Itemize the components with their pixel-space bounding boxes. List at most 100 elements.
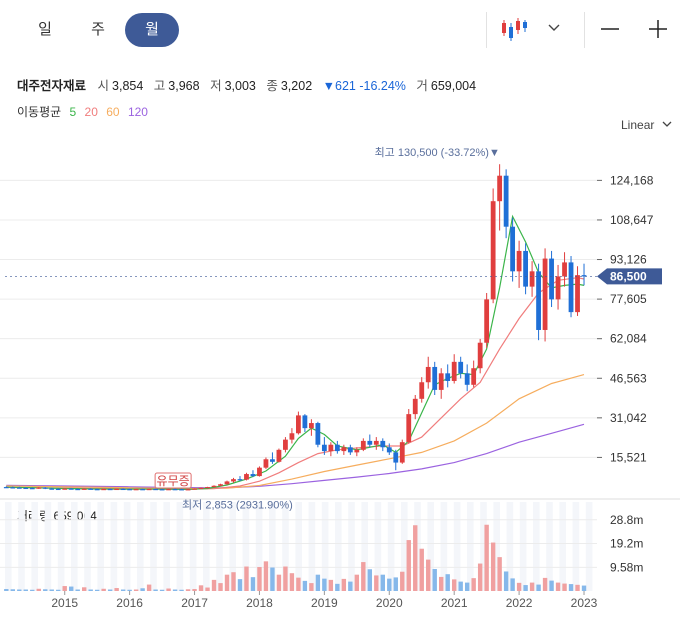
ma-5[interactable]: 5 xyxy=(69,105,77,119)
volume-bar xyxy=(432,568,437,591)
ma-120[interactable]: 120 xyxy=(127,105,148,119)
volume-bar xyxy=(490,542,496,591)
volume-bg-stripe xyxy=(229,502,236,591)
volume-bar xyxy=(133,589,139,591)
volume-bar xyxy=(322,578,327,591)
candle xyxy=(153,488,158,491)
volume-bar xyxy=(426,559,431,591)
candle-body xyxy=(302,415,308,429)
candle xyxy=(29,487,35,490)
volume-bar xyxy=(361,562,366,591)
candle xyxy=(107,488,113,491)
candle-body xyxy=(257,467,262,477)
candle xyxy=(127,488,133,491)
ma20-line xyxy=(6,277,585,490)
volume-tick-label: 28.8m xyxy=(610,513,643,527)
candle xyxy=(477,338,483,374)
stock-name: 대주전자재료 xyxy=(17,79,87,93)
volume-bg-stripe xyxy=(163,502,170,591)
volume-bar xyxy=(43,589,48,591)
candle-body xyxy=(16,487,22,489)
candle-body xyxy=(146,488,152,491)
candlestick-icon[interactable] xyxy=(500,14,528,44)
tab-day[interactable]: 일 xyxy=(38,21,52,38)
volume-tick-label: 19.2m xyxy=(610,537,643,551)
current-price-label: 86,500 xyxy=(610,269,647,283)
volume-bar xyxy=(62,586,67,591)
candle xyxy=(490,188,496,304)
volume-bar xyxy=(276,574,282,591)
volume-bar xyxy=(503,571,509,591)
candle xyxy=(75,488,81,491)
candle xyxy=(3,486,9,489)
ma-60[interactable]: 60 xyxy=(106,105,120,119)
candle-body xyxy=(373,440,379,445)
volume-bar xyxy=(94,589,100,591)
volume-bar xyxy=(309,583,314,591)
zoom-out-icon[interactable] xyxy=(600,14,620,44)
volume-bar xyxy=(464,582,470,591)
zoom-in-icon[interactable] xyxy=(648,14,668,44)
x-tick-label: 2020 xyxy=(376,596,403,610)
candle xyxy=(36,487,42,489)
candle-body xyxy=(36,487,42,489)
volume-bar xyxy=(218,583,223,591)
moving-average-legend: 이동평균 5 20 60 120 xyxy=(17,103,153,120)
volume-bg-stripe xyxy=(374,502,382,591)
candle xyxy=(516,240,522,288)
y-tick-label: 31,042 xyxy=(610,411,647,425)
candle-body xyxy=(270,459,275,462)
candle-body xyxy=(341,447,347,452)
event-annotation: 유무증 xyxy=(157,474,190,488)
candle xyxy=(354,447,360,457)
candle-body xyxy=(490,201,496,300)
volume-bar xyxy=(516,582,522,591)
x-tick-label: 2015 xyxy=(51,596,78,610)
scale-selector[interactable]: Linear xyxy=(621,118,672,132)
tab-week[interactable]: 주 xyxy=(91,21,105,38)
volume-bar xyxy=(484,524,489,591)
candle xyxy=(23,487,29,490)
volume-bar xyxy=(205,587,210,591)
volume-bg-stripe xyxy=(348,502,355,591)
chevron-down-icon xyxy=(662,121,672,127)
candle-body xyxy=(380,440,386,448)
candle-body xyxy=(205,487,210,489)
volume-bar xyxy=(451,579,457,591)
close-value: 3,202 xyxy=(280,79,313,93)
candle-body xyxy=(55,488,61,491)
volume-bar xyxy=(289,573,295,591)
volume-bar xyxy=(107,589,113,591)
volume-bar xyxy=(172,589,178,591)
ma-20[interactable]: 20 xyxy=(84,105,98,119)
volume-bar xyxy=(127,589,132,591)
volume-bg-stripe xyxy=(137,502,144,591)
candle-body xyxy=(471,368,477,385)
candle xyxy=(451,354,457,384)
candle xyxy=(575,266,580,316)
candle xyxy=(367,434,373,448)
candle xyxy=(101,488,107,491)
candle-body xyxy=(360,440,366,450)
candle xyxy=(406,409,412,444)
volume-bg-stripe xyxy=(5,502,12,591)
volume-tick-label: 9.58m xyxy=(610,560,643,574)
chevron-down-icon[interactable] xyxy=(547,14,561,44)
candle-body xyxy=(114,488,120,491)
volume-bar xyxy=(348,581,353,591)
candle-body xyxy=(127,489,133,491)
low-label: 저 xyxy=(210,79,222,93)
candle xyxy=(510,217,516,282)
volume-bar xyxy=(4,589,9,591)
candle-body xyxy=(10,487,16,489)
candle xyxy=(341,444,347,455)
tab-month[interactable]: 월 xyxy=(125,13,179,47)
candle-body xyxy=(308,423,314,429)
toolbar: 일 주 월 xyxy=(0,0,680,60)
ma-label: 이동평균 xyxy=(17,105,62,119)
volume-label: 거 xyxy=(416,79,428,93)
low-value: 3,003 xyxy=(224,79,256,93)
y-tick-label: 108,647 xyxy=(610,213,654,227)
volume-bg-stripe xyxy=(361,502,368,591)
volume-bar xyxy=(263,561,269,591)
